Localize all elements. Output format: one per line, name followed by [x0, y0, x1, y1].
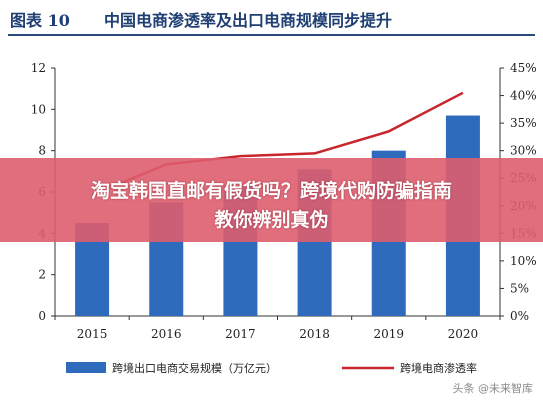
banner-line-1: 淘宝韩国直邮有假货吗？跨境代购防骗指南: [90, 180, 452, 202]
legend-label-bars: 跨境出口电商交易规模（万亿元）: [112, 361, 277, 375]
x-tick-label: 2017: [225, 327, 256, 341]
figure-header: 图表 10 中国电商渗透率及出口电商规模同步提升: [0, 0, 543, 34]
legend-label-line: 跨境电商渗透率: [400, 361, 477, 375]
x-tick-label: 2016: [151, 327, 182, 341]
banner-line-2: 教你辨别真伪: [214, 209, 329, 231]
overlay-banner: 淘宝韩国直邮有假货吗？跨境代购防骗指南 教你辨别真伪: [0, 158, 543, 242]
left-tick-label: 12: [31, 61, 46, 75]
figure-title: 中国电商渗透率及出口电商规模同步提升: [104, 11, 393, 30]
source-watermark: 头条 @未来智库: [452, 382, 534, 395]
header-divider: [8, 34, 535, 36]
left-tick-label: 8: [38, 144, 46, 158]
x-tick-label: 2015: [77, 327, 108, 341]
left-tick-label: 10: [31, 102, 46, 116]
right-tick-label: 35%: [510, 116, 537, 130]
x-tick-label: 2019: [373, 327, 404, 341]
left-tick-label: 2: [38, 268, 46, 282]
left-tick-label: 0: [38, 309, 46, 323]
x-tick-label: 2020: [448, 327, 479, 341]
right-tick-label: 10%: [510, 254, 537, 268]
figure-label: 图表 10: [10, 11, 70, 30]
right-tick-label: 40%: [510, 89, 537, 103]
right-tick-label: 30%: [510, 144, 537, 158]
right-tick-label: 45%: [510, 61, 537, 75]
legend-swatch-bars: [66, 362, 106, 373]
x-tick-label: 2018: [299, 327, 330, 341]
right-tick-label: 0%: [510, 309, 529, 323]
right-tick-label: 5%: [510, 281, 529, 295]
